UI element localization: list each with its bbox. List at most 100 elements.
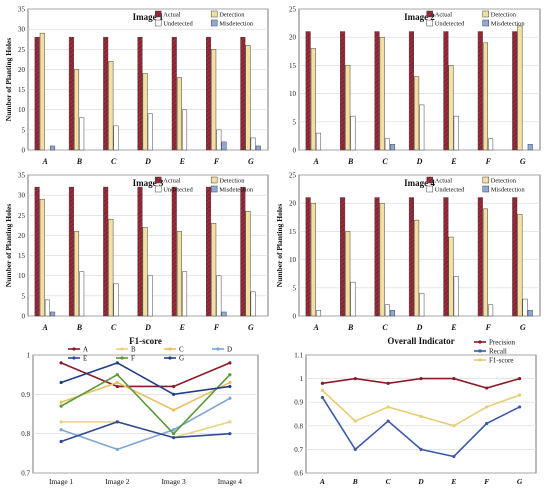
bar-undetected-D [147,275,153,317]
bar-undetected-F [488,304,494,317]
x-tick-label: D [416,157,423,166]
legend-label: Actual [163,178,181,185]
y-axis-label: Number of Planting Holes [275,204,284,287]
legend-marker [120,356,124,360]
bar-actual-G [512,197,518,317]
chart-title: Image 1 [133,12,164,22]
bar-detection-C [379,202,385,317]
legend-marker [168,347,172,351]
bar-misdetection-F [221,311,227,317]
legend-swatch [426,19,433,27]
x-tick-label: A [41,157,48,166]
bar-actual-F [206,186,212,317]
point-f1-score-5 [485,405,489,409]
panel-1: 0 5 10 15 20 25 30 35 Image 1 Number of Planting … [4,6,269,166]
point-recall-5 [485,421,489,426]
y-tick-label: 10 [289,256,297,264]
y-tick-label: 20 [289,34,297,42]
y-tick-label: 0.7 [294,446,303,454]
legend-marker [72,347,76,351]
y-tick-label: 20 [18,232,26,240]
y-tick-label: 25 [18,212,26,220]
y-tick-label: 0 [293,313,297,321]
y-tick-label: 25 [18,46,26,54]
y-tick-label: 20 [289,200,297,208]
y-tick-label: 0.9 [21,391,30,399]
point-a-1 [115,384,119,389]
x-tick-label: F [485,157,492,166]
bar-actual-E [171,36,177,151]
bar-actual-B [340,197,346,317]
bar-misdetection-G [527,310,533,317]
y-tick-label: 0 [293,147,297,155]
bar-misdetection-A [50,145,56,151]
y-axis-label: Number of Planting Holes [4,38,13,121]
point-f1-score-1 [353,419,357,423]
x-tick-label: E [450,323,456,332]
bar-undetected-C [384,304,390,317]
x-tick-label: E [179,157,185,166]
bar-actual-C [103,186,109,317]
legend-swatch [210,10,218,18]
legend-swatch [210,19,218,27]
x-tick-label: F [213,157,220,166]
legend-swatch [426,176,433,184]
legend-label: Undetected [163,187,193,194]
bar-actual-G [512,31,518,151]
point-d-1 [115,447,119,451]
bar-detection-E [448,65,454,151]
point-a-3 [228,361,232,365]
point-g-1 [115,361,119,365]
bar-actual-F [477,31,483,151]
legend-label: Recall [489,348,507,356]
plot-frame [305,354,537,474]
x-tick-label: G [520,157,526,166]
point-precision-6 [517,377,522,381]
y-tick-label: 1 [27,352,31,360]
bar-actual-B [68,36,74,151]
point-g-3 [228,384,232,389]
point-f1-score-0 [320,388,325,392]
x-tick-label: Image 1 [49,477,74,486]
bar-actual-E [171,186,177,317]
point-precision-0 [320,381,325,385]
y-tick-label: 0.7 [21,470,30,478]
y-tick-label: 5 [293,118,297,126]
legend-label: F [131,355,135,363]
legend-label: Undetected [435,187,465,194]
bar-detection-G [517,25,523,151]
x-tick-label: G [520,323,526,332]
x-tick-label: Image 4 [218,477,243,486]
bar-actual-C [374,31,380,151]
bar-undetected-A [44,299,50,317]
x-tick-label: Image 2 [105,477,130,486]
point-d-2 [172,428,176,432]
y-tick-label: 35 [18,6,26,14]
point-recall-0 [320,395,325,400]
y-tick-label: 1.1 [294,352,303,360]
bar-detection-C [108,219,114,317]
bar-detection-E [176,77,182,151]
point-f-1 [115,373,119,377]
bar-undetected-A [315,310,322,317]
y-tick-label: 15 [289,62,297,70]
bar-actual-D [137,186,143,317]
legend-label: A [83,346,88,354]
bar-detection-D [142,227,148,317]
legend-label: G [179,355,184,363]
legend-swatch [154,185,162,193]
bar-detection-F [482,208,489,317]
series-line-f [60,373,231,435]
bar-detection-C [379,36,385,151]
legend-label: Misdetection [491,21,526,28]
bar-actual-D [408,31,414,151]
point-a-0 [59,361,63,365]
series-line-f1-score [321,389,520,427]
legend-label: Detection [491,12,517,19]
legend-label: C [179,346,184,354]
bar-undetected-C [384,138,390,151]
legend-swatch [154,10,162,18]
panel-6: 0.6 0.7 0.8 0.9 1 1.1 Overall Indicator A B C D E F G… [294,336,537,486]
y-tick-label: 15 [289,228,297,236]
bar-actual-B [68,186,74,317]
